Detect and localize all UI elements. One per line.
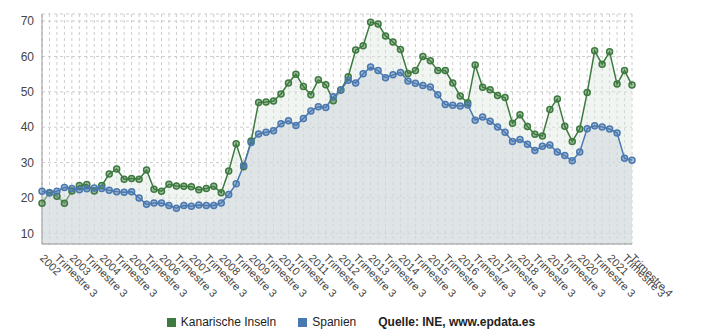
svg-text:2002: 2002 (37, 251, 64, 278)
svg-text:2018: 2018 (515, 251, 542, 278)
svg-text:Trimestre 3: Trimestre 3 (231, 251, 280, 300)
svg-text:Trimestre 3: Trimestre 3 (202, 251, 250, 300)
html-text:Kanarische Inseln: Kanarische Inseln (180, 315, 277, 329)
html-text:Quelle: INE, www.epdata.es: Quelle: INE, www.epdata.es (378, 315, 536, 329)
svg-text:Trimestre 3: Trimestre 3 (291, 251, 340, 300)
svg-text:2013: 2013 (366, 251, 393, 278)
svg-text:60: 60 (21, 50, 35, 64)
svg-text:Trimestre 3: Trimestre 3 (381, 251, 429, 300)
html-text:Spanien: Spanien (312, 315, 357, 329)
svg-text:Trimestre 3: Trimestre 3 (411, 251, 459, 300)
svg-text:2016: 2016 (456, 251, 482, 278)
svg-text:Trimestre 3: Trimestre 3 (172, 251, 220, 300)
svg-text:Trimestre 3: Trimestre 3 (441, 251, 489, 300)
svg-text:Trimestre 3: Trimestre 3 (470, 251, 519, 300)
svg-text:Trimestre 3: Trimestre 3 (500, 251, 549, 300)
svg-text:20: 20 (21, 191, 35, 205)
svg-text:50: 50 (21, 85, 35, 99)
svg-text:2014: 2014 (396, 251, 422, 278)
svg-text:Trimestre 3: Trimestre 3 (112, 251, 160, 300)
svg-text:Trimestre 3: Trimestre 3 (142, 251, 190, 300)
svg-text:40: 40 (21, 120, 35, 134)
svg-text:2010: 2010 (276, 251, 303, 278)
svg-text:2008: 2008 (217, 251, 243, 278)
svg-text:Trimestre 3: Trimestre 3 (590, 251, 638, 300)
svg-text:Trimestre 3: Trimestre 3 (351, 251, 399, 300)
svg-text:2021: 2021 (605, 251, 632, 278)
svg-text:2004: 2004 (97, 251, 124, 278)
svg-text:Trimestre 3: Trimestre 3 (321, 251, 370, 300)
svg-text:Trimestre 3: Trimestre 3 (52, 251, 101, 300)
svg-text:2020: 2020 (575, 251, 602, 278)
svg-text:2011: 2011 (306, 251, 332, 277)
svg-text:2003: 2003 (67, 251, 94, 278)
svg-text:2005: 2005 (127, 251, 154, 278)
svg-text:Trimestre 3: Trimestre 3 (530, 251, 579, 300)
svg-text:2019: 2019 (545, 251, 572, 278)
svg-text:30: 30 (21, 156, 35, 170)
svg-text:Trimestre 4: Trimestre 4 (628, 252, 676, 300)
svg-text:2007: 2007 (187, 251, 213, 278)
svg-text:Trimestre 3: Trimestre 3 (82, 251, 131, 300)
svg-text:2015: 2015 (426, 251, 452, 278)
svg-text:70: 70 (21, 14, 35, 28)
svg-text:2009: 2009 (246, 251, 273, 278)
svg-text:10: 10 (21, 227, 35, 241)
svg-text:2006: 2006 (157, 251, 183, 278)
svg-text:2017: 2017 (485, 251, 512, 278)
svg-text:Trimestre 3: Trimestre 3 (261, 251, 310, 300)
svg-text:Trimestre 3: Trimestre 3 (560, 251, 609, 300)
svg-text:2012: 2012 (336, 251, 363, 278)
